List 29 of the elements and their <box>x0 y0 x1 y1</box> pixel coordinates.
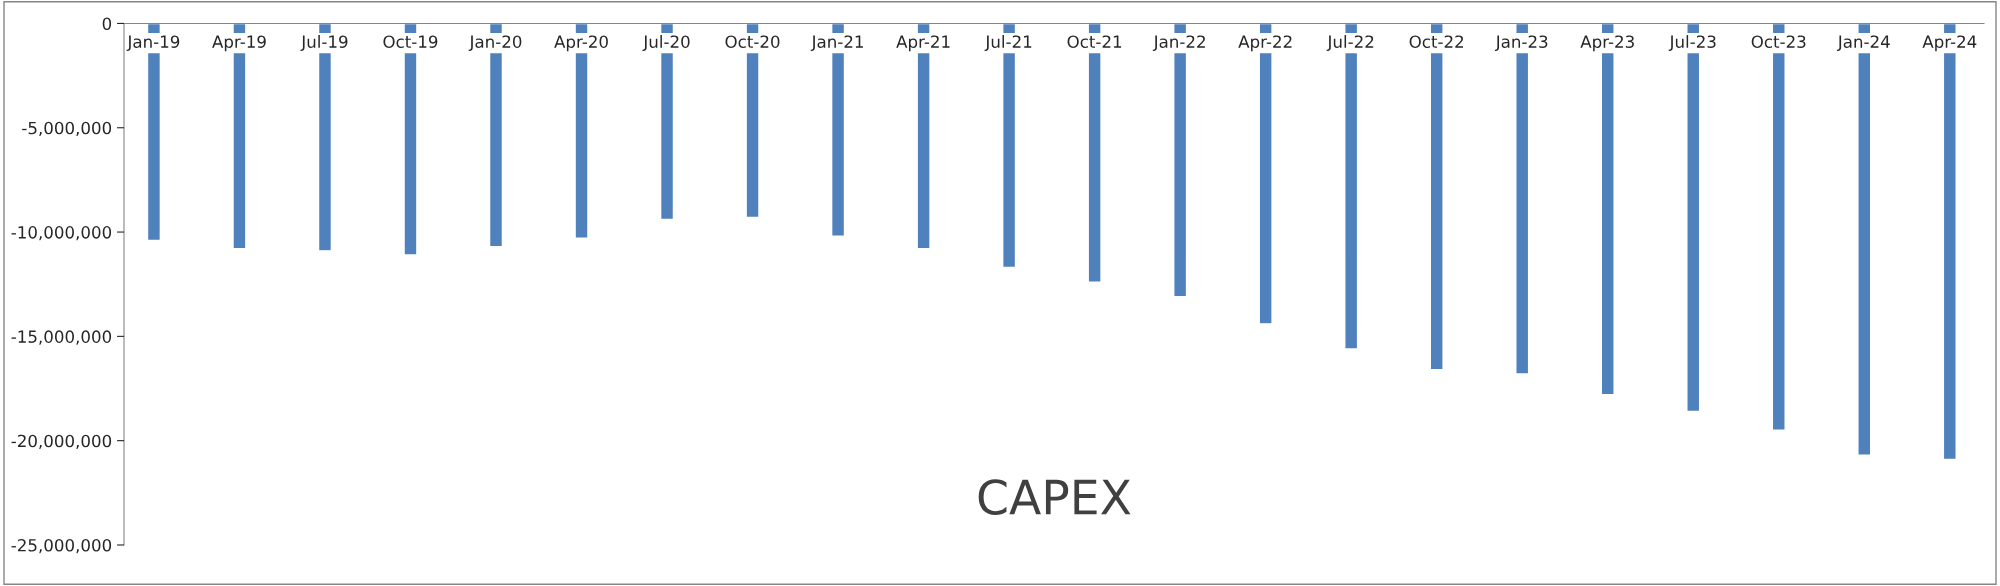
x-tick-label: Jan-22 <box>1152 35 1205 52</box>
x-tick-label: Jan-21 <box>810 35 863 52</box>
x-tick-label: Oct-20 <box>725 35 780 48</box>
y-tick-label: -5,000,000 <box>22 121 112 137</box>
x-tick-label: Jul-21 <box>984 35 1032 52</box>
x-tick-label: Apr-20 <box>554 35 608 52</box>
text: CAPEX <box>978 479 1131 515</box>
x-tick-label: Jul-20 <box>642 35 690 52</box>
x-tick-label: Oct-22 <box>1409 35 1464 48</box>
y-tick-label: -20,000,000 <box>11 434 112 449</box>
x-tick-label: Oct-21 <box>1067 35 1122 48</box>
x-tick-label: Jan-23 <box>1494 35 1548 52</box>
x-tick-label: Jan-20 <box>468 35 522 52</box>
x-tick-label: Oct-19 <box>383 35 438 48</box>
y-tick-label: 0 <box>102 17 112 31</box>
x-tick-label: Apr-22 <box>1238 35 1292 52</box>
x-tick-label: Apr-21 <box>896 35 950 52</box>
y-tick-label: -10,000,000 <box>11 226 112 241</box>
x-tick-label: Jul-23 <box>1668 35 1716 52</box>
x-tick-label: Jul-19 <box>300 35 348 52</box>
x-tick-label: Apr-23 <box>1580 35 1634 52</box>
x-tick-label: Jan-24 <box>1836 35 1890 52</box>
y-tick-label: -25,000,000 <box>11 538 112 554</box>
x-tick-label: Apr-19 <box>212 35 266 52</box>
x-tick-label: Apr-24 <box>1922 35 1977 52</box>
y-tick-label: -15,000,000 <box>11 330 112 345</box>
x-tick-label: Oct-23 <box>1751 35 1806 48</box>
x-tick-label: Jul-22 <box>1326 35 1374 52</box>
x-tick-label: Jan-19 <box>126 35 180 52</box>
